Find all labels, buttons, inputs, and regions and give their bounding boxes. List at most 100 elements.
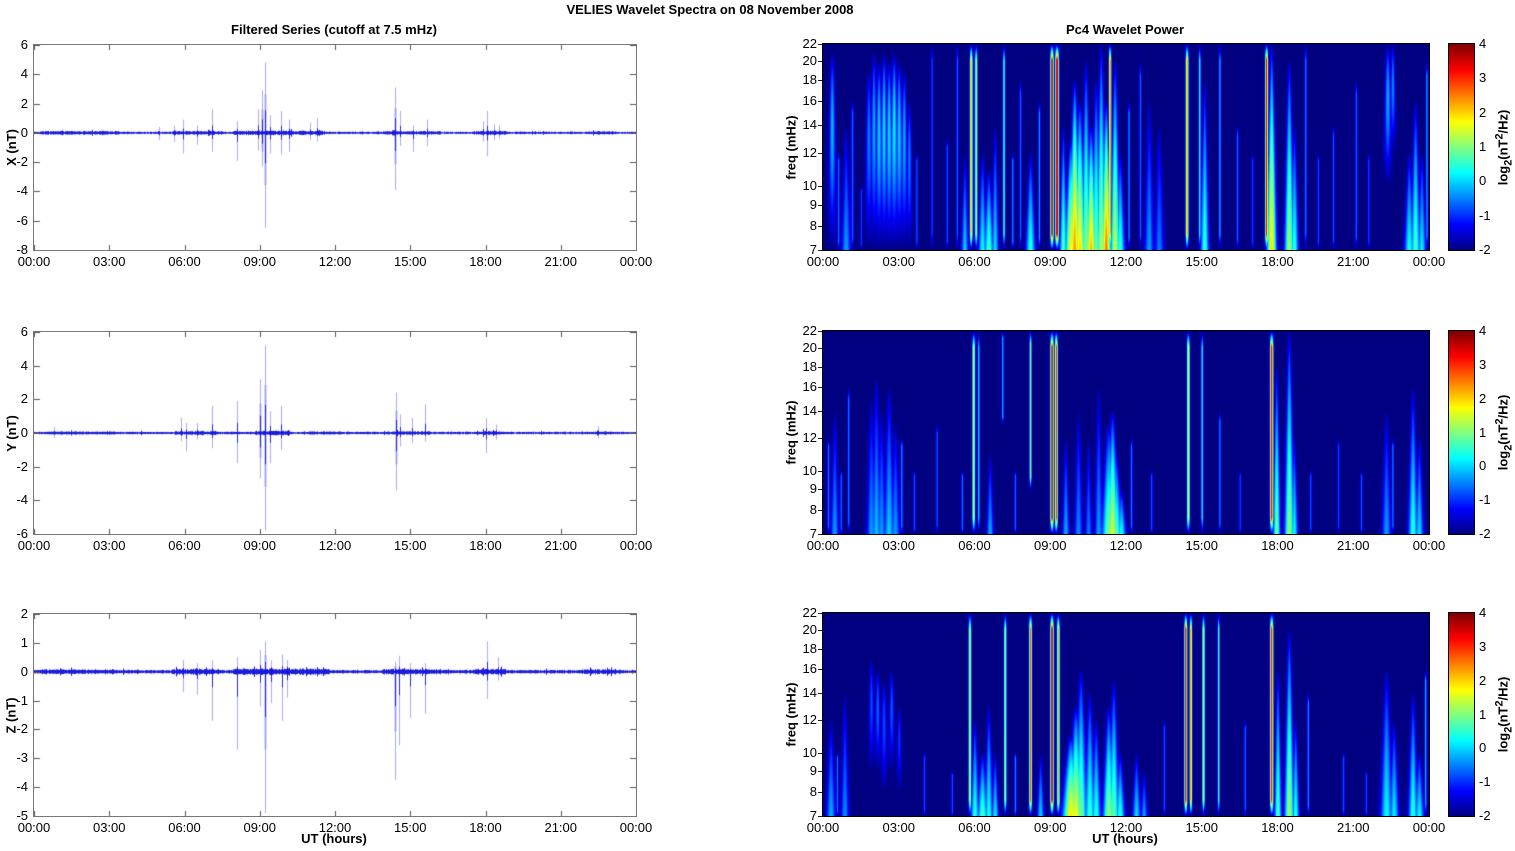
tick-label: 16	[802, 661, 817, 677]
tick-label: 18:00	[469, 538, 502, 553]
tick-label: 09:00	[243, 538, 277, 553]
y-tick-mark	[818, 534, 822, 535]
tick-label: 12:00	[318, 254, 352, 269]
x-spectrogram-canvas	[823, 44, 1429, 250]
tick-label: 0	[20, 425, 28, 440]
z-series-panel: Z (nT) 00:00 03:00 06:00 09:00 12:00 15:00 18:…	[4, 607, 653, 836]
tick-label: 09:00	[1033, 820, 1067, 835]
y-tick-mark	[818, 438, 822, 440]
tick-label: 18	[802, 358, 817, 374]
y-tick-mark	[818, 44, 822, 45]
y-tick-mark	[818, 752, 822, 754]
colorbar-x: log2(nT2/Hz) 4 3 2 1 0 -1 -2	[1448, 37, 1514, 257]
y-tick-mark	[818, 185, 822, 187]
tick-label: 21:00	[1336, 820, 1370, 835]
tick-label: 12:00	[1109, 820, 1143, 835]
x-series-panel: X (nT) 00:00 03:00 06:00 09:00 12:00 15:00 18:…	[4, 38, 653, 270]
tick-label: 12	[802, 712, 817, 728]
tick-label: 00:00	[1412, 254, 1446, 269]
tick-label: 00:00	[17, 538, 51, 553]
tick-label: 03:00	[882, 538, 916, 553]
tick-label: 03:00	[92, 538, 126, 553]
tick-label: 00:00	[619, 820, 653, 835]
tick-label: 09:00	[243, 254, 277, 269]
y-series-panel: Y (nT) 00:00 03:00 06:00 09:00 12:00 15:00 18:…	[4, 325, 653, 554]
y-tick-mark	[818, 153, 822, 155]
tick-label: 15:00	[393, 254, 427, 269]
tick-label: 03:00	[92, 820, 126, 835]
tick-label: 18	[802, 72, 817, 88]
tick-label: 12:00	[318, 538, 352, 553]
y-tick-mark	[818, 470, 822, 472]
x-spectrogram-panel: freq (mHz) 00:00 03:00 06:00 09:00 12:00 15:0…	[784, 37, 1446, 270]
y-tick-mark	[818, 331, 822, 332]
tick-label: 20	[802, 53, 817, 69]
tick-label: -1	[1479, 774, 1491, 790]
tick-label: 2	[20, 391, 28, 407]
y-tick-mark	[818, 125, 822, 127]
tick-label: 3	[1479, 356, 1487, 372]
tick-label: 0	[20, 124, 28, 140]
tick-label: -1	[1479, 207, 1491, 223]
tick-label: 00:00	[17, 820, 51, 835]
right-column-title: Pc4 Wavelet Power	[1065, 22, 1184, 37]
tick-label: 4	[1479, 605, 1487, 620]
tick-label: 06:00	[168, 820, 201, 835]
tick-label: 2	[1479, 104, 1487, 120]
y-tick-mark	[818, 366, 822, 368]
tick-label: 16	[802, 379, 817, 395]
y-tick-mark	[818, 648, 822, 650]
tick-label: 18:00	[469, 820, 502, 835]
colorbar-z: log2(nT2/Hz) 4 3 2 1 0 -1 -2	[1448, 606, 1514, 823]
tick-label: 0	[1479, 458, 1487, 474]
tick-label: 12:00	[1109, 538, 1143, 553]
tick-label: 1	[1479, 139, 1487, 154]
x-series-canvas	[34, 45, 636, 250]
y-tick-mark	[818, 204, 822, 206]
tick-label: 22	[802, 605, 817, 620]
tick-label: 2	[20, 95, 28, 111]
tick-label: 03:00	[92, 254, 126, 269]
y-spectrogram-panel: freq (mHz) 00:00 03:00 06:00 09:00 12:00 15:0…	[784, 324, 1446, 554]
figure-title: VELIES Wavelet Spectra on 08 November 20…	[566, 2, 854, 17]
tick-label: 00:00	[619, 538, 653, 553]
colorbar-y-gradient	[1449, 331, 1474, 534]
tick-label: 22	[802, 323, 817, 338]
tick-label: 21:00	[544, 538, 578, 553]
tick-label: -2	[1479, 808, 1491, 823]
tick-label: 00:00	[806, 820, 840, 835]
tick-label: -2	[1479, 242, 1491, 257]
tick-label: 00:00	[806, 254, 840, 269]
tick-label: 1	[20, 634, 28, 650]
tick-label: 00:00	[806, 538, 840, 553]
tick-label: 22	[802, 36, 817, 51]
tick-label: 00:00	[1412, 820, 1446, 835]
tick-label: 7	[809, 242, 817, 257]
z-spectrogram-canvas	[823, 613, 1429, 816]
tick-label: -4	[16, 183, 28, 199]
y-tick-mark	[818, 720, 822, 722]
tick-label: 09:00	[1033, 538, 1067, 553]
y-tick-mark	[818, 250, 822, 251]
colorbar-x-gradient	[1449, 44, 1474, 250]
tick-label: 16	[802, 93, 817, 109]
tick-label: 10	[802, 744, 817, 760]
tick-label: -6	[16, 212, 28, 228]
tick-label: 18:00	[469, 254, 502, 269]
tick-label: 21:00	[1336, 538, 1370, 553]
tick-label: 18:00	[1261, 820, 1294, 835]
z-series-canvas	[34, 614, 636, 816]
tick-label: 03:00	[882, 820, 916, 835]
y-tick-mark	[818, 510, 822, 512]
tick-label: -2	[16, 721, 28, 737]
colorbar-z-gradient	[1449, 613, 1474, 816]
tick-label: -5	[16, 808, 28, 823]
y-tick-mark	[818, 80, 822, 82]
tick-label: 0	[1479, 740, 1487, 756]
tick-label: 4	[1479, 323, 1487, 338]
tick-label: 8	[809, 502, 817, 518]
z-spectrogram-panel: freq (mHz) 00:00 03:00 06:00 09:00 12:00 15:0…	[784, 606, 1446, 836]
tick-label: 1	[1479, 424, 1487, 440]
tick-label: 0	[20, 663, 28, 679]
colorbar-z-label: log2(nT2/Hz)	[1493, 676, 1515, 753]
